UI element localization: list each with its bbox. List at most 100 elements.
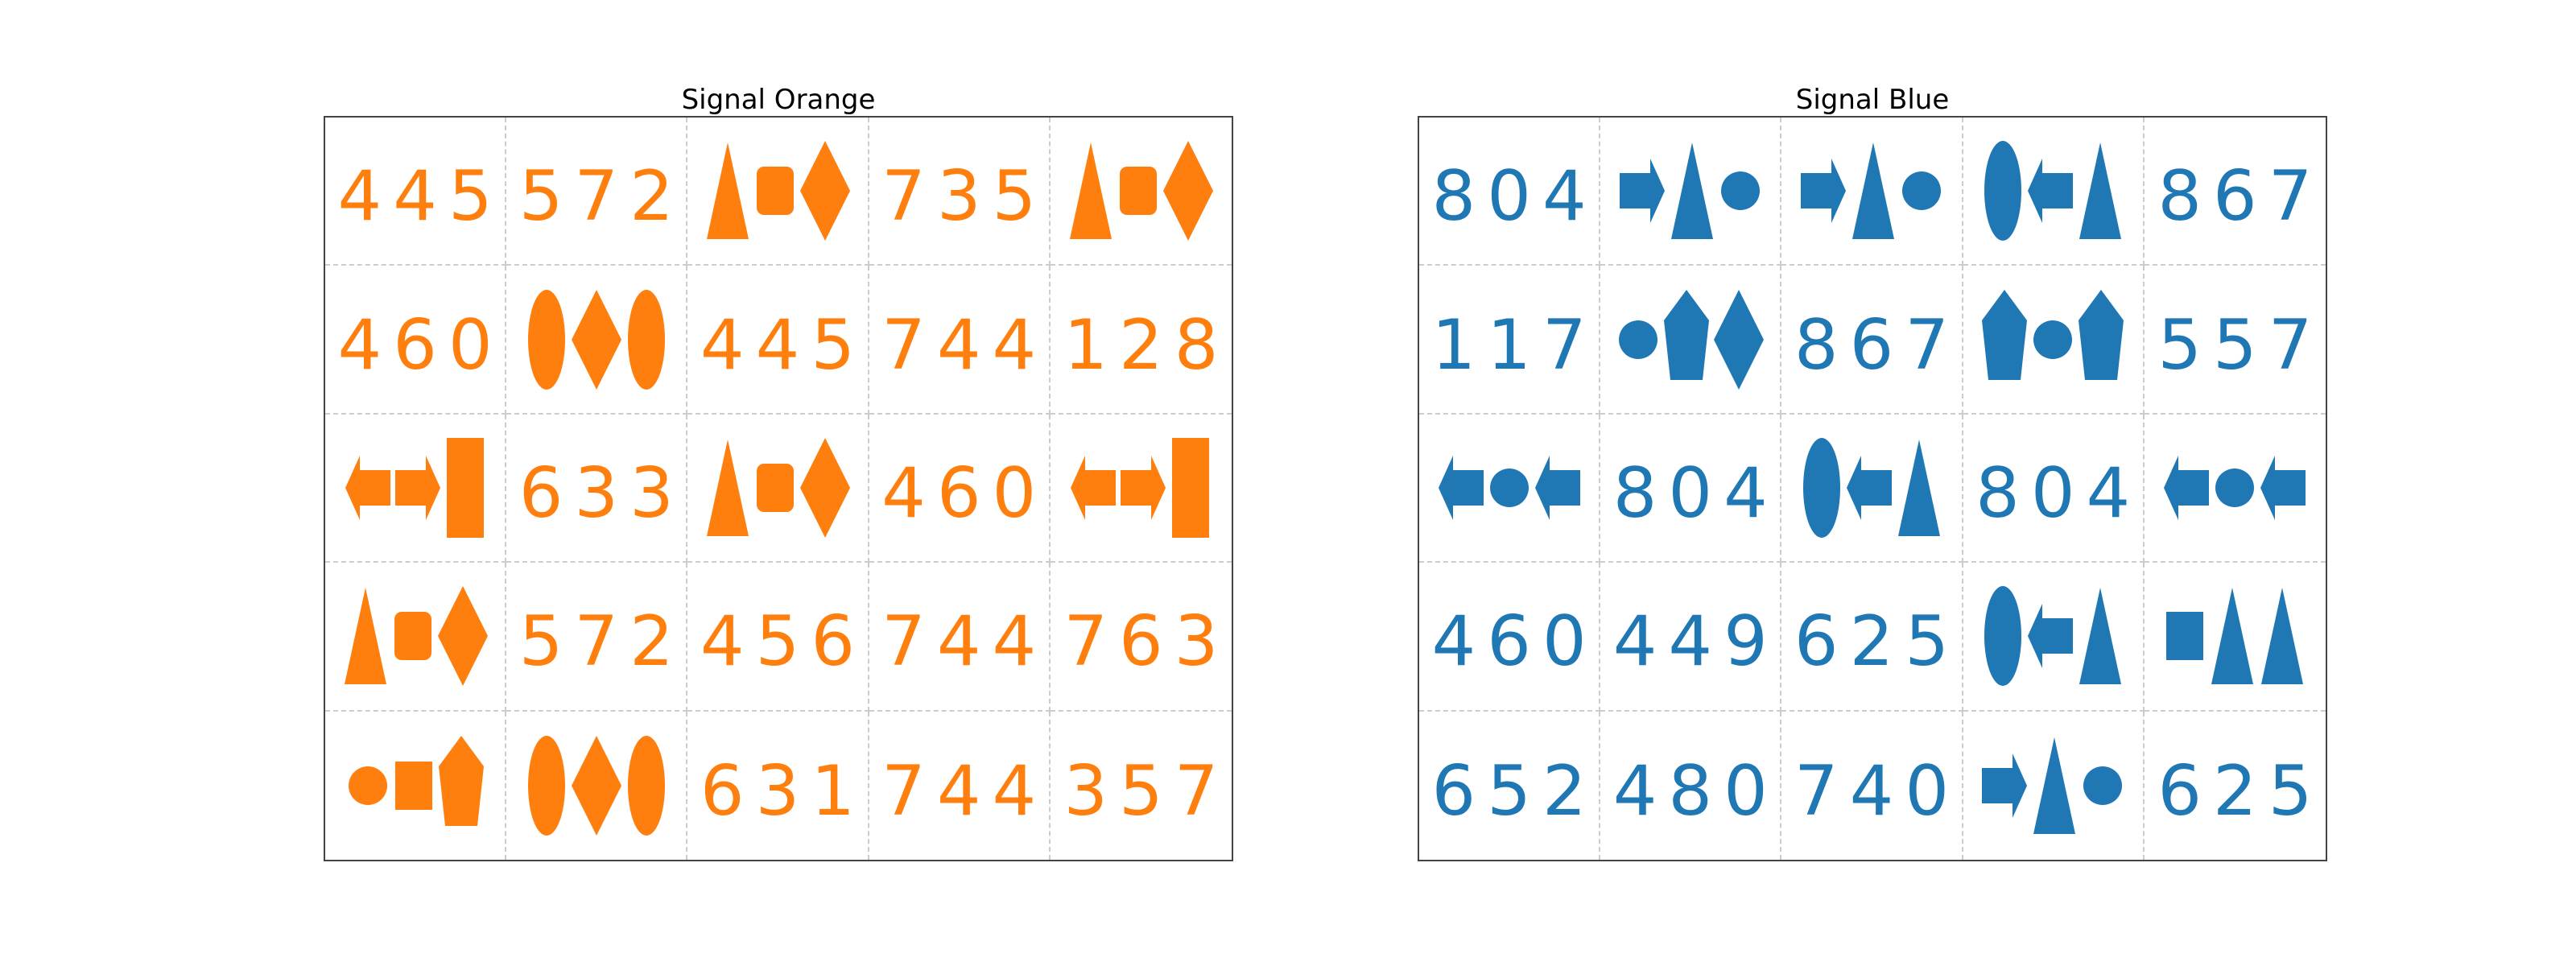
grid-cell — [1963, 118, 2145, 266]
grid-cell — [1600, 266, 1782, 415]
triangle-shape — [2079, 588, 2122, 685]
shape-group — [706, 437, 850, 538]
arrow-left-shape — [345, 455, 390, 520]
triangle-shape — [706, 439, 749, 536]
triangle-shape — [1897, 439, 1940, 536]
shape-group — [2166, 588, 2304, 685]
circle-shape — [1901, 171, 1941, 211]
shape-group — [2164, 455, 2306, 520]
cell-number: 633 — [518, 452, 685, 534]
cell-number: 445 — [337, 156, 504, 237]
cell-number: 804 — [1431, 156, 1598, 237]
arrow-right-shape — [1619, 159, 1665, 224]
shape-group — [1800, 142, 1941, 240]
triangle-shape — [1852, 142, 1894, 240]
cell-number: 804 — [1975, 452, 2142, 534]
circle-shape — [348, 766, 387, 805]
arrow-left-shape — [1071, 455, 1117, 520]
cell-number: 572 — [518, 601, 685, 683]
grid-cell: 744 — [869, 563, 1051, 712]
cell-number: 625 — [1794, 601, 1961, 683]
cell-number: 763 — [1063, 601, 1230, 683]
grid-cell — [1050, 118, 1232, 266]
grid-cell: 867 — [2144, 118, 2326, 266]
arrow-left-shape — [1846, 455, 1892, 520]
shape-group — [348, 735, 484, 826]
triangle-shape — [1070, 142, 1113, 240]
panel-title-orange: Signal Orange — [681, 84, 876, 116]
grid-cell: 804 — [1419, 118, 1601, 266]
grid-cell: 804 — [1600, 414, 1782, 564]
triangle-shape — [2079, 142, 2122, 240]
grid-cell: 633 — [506, 414, 688, 564]
shape-group — [1619, 142, 1760, 240]
grid-cell: 357 — [1051, 712, 1232, 860]
shape-group — [1070, 141, 1214, 242]
diamond-shape — [571, 289, 621, 390]
arrow-left-shape — [1534, 455, 1580, 520]
shape-group — [527, 289, 665, 390]
shape-group — [1618, 289, 1764, 390]
triangle-shape — [1670, 142, 1713, 240]
arrow-left-shape — [1438, 455, 1484, 520]
arrow-right-shape — [1982, 753, 2028, 818]
grid-cell: 652 — [1419, 711, 1601, 860]
grid-cell: 631 — [687, 711, 869, 860]
cell-number: 867 — [1794, 304, 1961, 386]
grid-cell — [1963, 711, 2145, 860]
grid-cell — [1781, 118, 1963, 266]
tall-rectangle-shape — [446, 437, 484, 538]
grid-cell: 460 — [869, 414, 1051, 564]
grid-cell — [1600, 118, 1782, 266]
shape-group — [527, 735, 665, 836]
grid-cell: 557 — [2144, 266, 2326, 415]
grid-cell — [1963, 266, 2145, 415]
arrow-left-shape — [2028, 604, 2074, 669]
triangle-shape — [2211, 588, 2254, 685]
grid-cell — [687, 118, 869, 266]
grid-cell: 572 — [506, 118, 688, 266]
arrow-right-shape — [394, 455, 440, 520]
ellipse-shape — [627, 289, 665, 390]
cell-number: 460 — [881, 452, 1048, 534]
diamond-shape — [799, 437, 850, 538]
arrow-right-shape — [1121, 455, 1166, 520]
rounded-square-shape — [756, 167, 794, 216]
grid-cell: 445 — [325, 118, 507, 266]
diamond-shape — [799, 141, 850, 242]
diamond-shape — [1163, 141, 1214, 242]
grid-cell — [2144, 415, 2326, 564]
grid-cell: 625 — [1781, 563, 1963, 712]
ellipse-shape — [527, 735, 565, 836]
cell-number: 445 — [700, 304, 867, 386]
grid-cell — [506, 266, 688, 415]
circle-shape — [2215, 468, 2255, 507]
cell-number: 625 — [2157, 750, 2324, 832]
diamond-shape — [437, 586, 488, 687]
grid-cell: 128 — [1050, 266, 1232, 415]
ellipse-shape — [527, 289, 565, 390]
grid-cell: 460 — [1419, 563, 1601, 712]
grid-cell: 572 — [506, 563, 688, 712]
cell-number: 480 — [1612, 750, 1779, 832]
shape-group — [345, 437, 484, 538]
grid-blue: 804 867 117 867 557 804 804 460 449 625 652 480 740 6… — [1419, 118, 2326, 860]
circle-shape — [2083, 766, 2123, 805]
rounded-square-shape — [1120, 167, 1158, 216]
cell-number: 449 — [1612, 601, 1779, 683]
diamond-shape — [571, 735, 621, 836]
triangle-shape — [2033, 737, 2076, 834]
grid-cell: 740 — [1781, 711, 1963, 860]
square-shape — [2166, 612, 2204, 661]
cell-number: 557 — [2157, 304, 2324, 386]
ellipse-shape — [627, 735, 665, 836]
grid-orange: 445 572 735 460 445 744 128 633 460 572 456 744 763 6… — [325, 118, 1232, 860]
grid-cell: 625 — [2145, 712, 2326, 860]
shape-group — [344, 586, 488, 687]
cell-number: 572 — [518, 156, 685, 237]
shape-group — [1984, 586, 2122, 687]
grid-cell — [1050, 415, 1232, 564]
ellipse-shape — [1802, 437, 1840, 538]
shape-group — [706, 141, 850, 242]
cell-number: 744 — [881, 601, 1048, 683]
